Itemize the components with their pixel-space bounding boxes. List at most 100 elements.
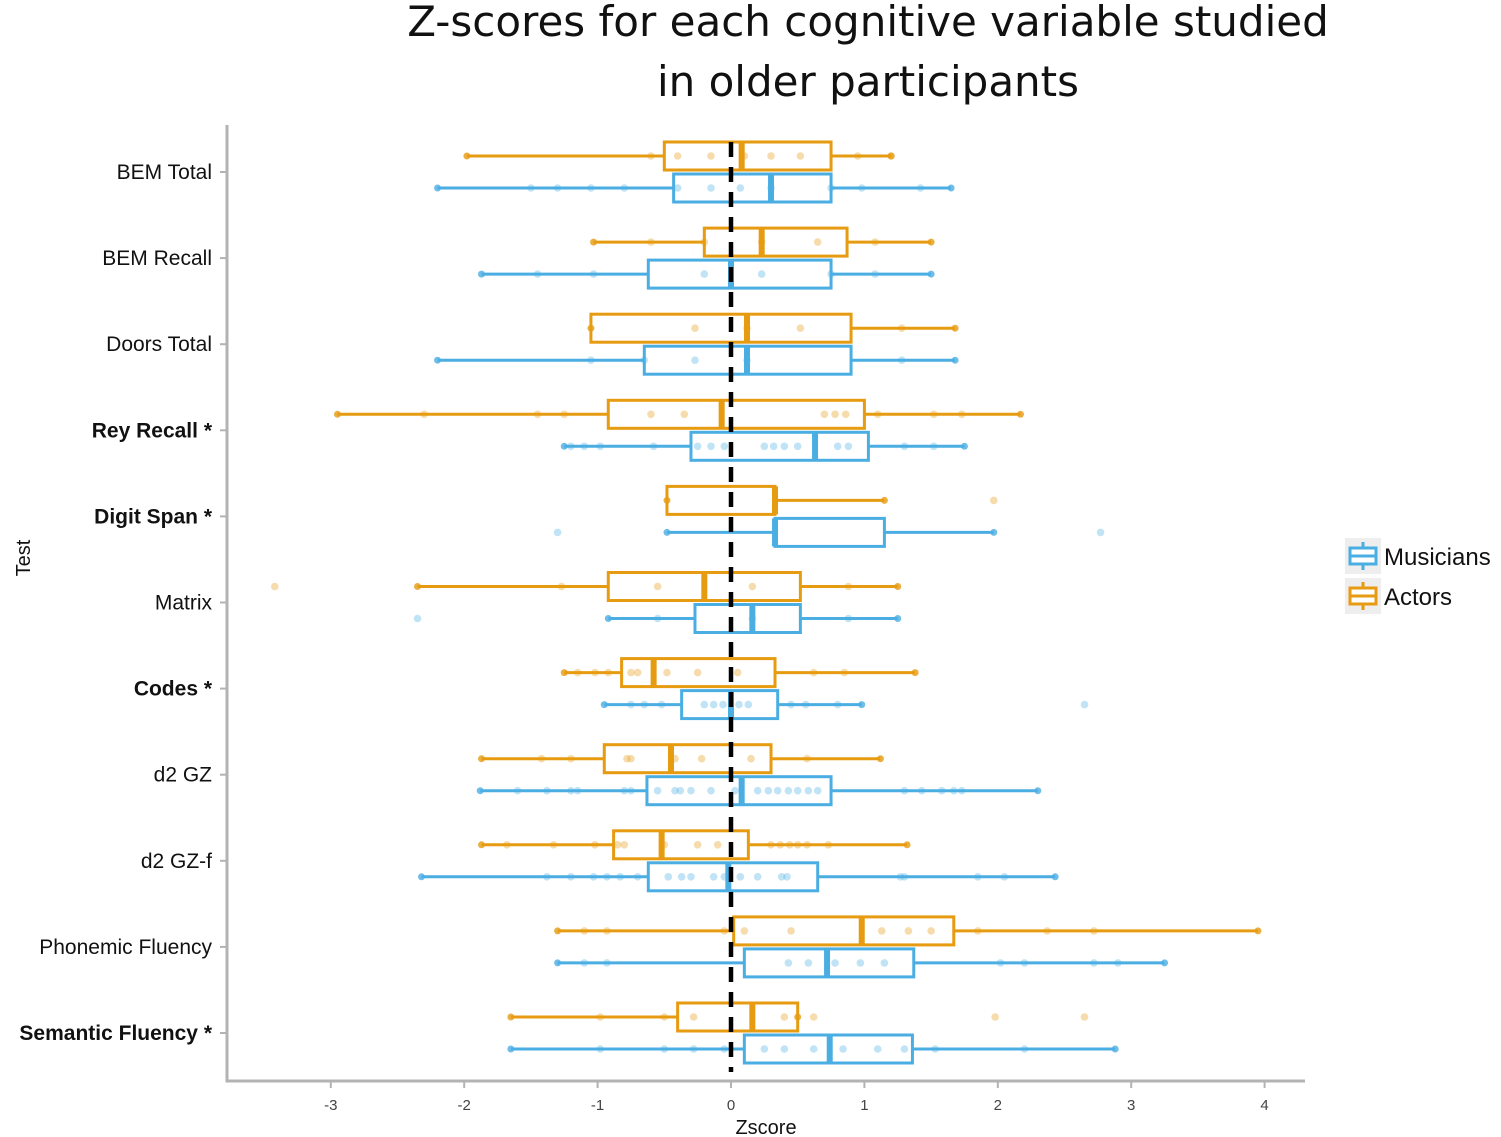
data-point xyxy=(856,959,865,967)
data-point xyxy=(844,582,853,591)
data-point xyxy=(831,410,839,419)
data-point xyxy=(603,927,611,935)
iqr-box xyxy=(665,484,777,516)
data-point xyxy=(996,959,1005,967)
data-point xyxy=(663,668,671,677)
iqr-box xyxy=(662,140,833,172)
whisker-end-point xyxy=(463,152,471,160)
data-point xyxy=(991,1013,999,1021)
whisker-end-point xyxy=(894,615,902,622)
data-point xyxy=(627,786,635,795)
data-point xyxy=(620,786,629,795)
data-point xyxy=(1080,1013,1089,1021)
data-point xyxy=(707,786,715,795)
data-point xyxy=(900,1045,909,1053)
data-point xyxy=(691,324,699,333)
data-point xyxy=(1090,959,1098,967)
data-point xyxy=(687,873,695,881)
data-point xyxy=(680,410,689,419)
data-point xyxy=(689,1013,698,1021)
data-point xyxy=(649,442,658,451)
legend-label: Actors xyxy=(1384,584,1452,611)
musicians-boxplot xyxy=(600,689,1089,721)
data-point xyxy=(809,1013,818,1021)
data-point xyxy=(957,786,966,795)
data-point xyxy=(693,668,702,677)
data-point xyxy=(713,841,722,849)
data-point xyxy=(787,927,795,935)
data-point xyxy=(783,873,791,881)
data-point xyxy=(673,184,682,192)
data-point xyxy=(567,754,575,763)
chart-legend: Musicians Actors xyxy=(1345,538,1491,614)
data-point xyxy=(707,184,715,192)
y-tick-label: Codes * xyxy=(134,678,213,701)
iqr-box xyxy=(773,516,886,548)
data-point xyxy=(785,841,794,849)
data-point xyxy=(813,238,822,246)
data-point xyxy=(839,1045,847,1053)
whisker-end-point xyxy=(434,184,442,192)
data-point xyxy=(720,1045,729,1053)
iqr-box xyxy=(732,915,956,947)
whisker-end-point xyxy=(1051,873,1059,881)
data-point xyxy=(767,152,775,160)
data-point xyxy=(767,841,775,849)
data-point xyxy=(640,700,649,709)
whisker-end-point xyxy=(434,356,442,364)
data-point xyxy=(803,841,811,849)
data-point xyxy=(824,841,833,849)
data-point xyxy=(787,700,795,709)
x-tick-label: -1 xyxy=(591,1097,604,1114)
data-point xyxy=(793,442,802,451)
whisker-end-point xyxy=(911,669,919,677)
data-point xyxy=(900,873,909,881)
actors-boxplot xyxy=(507,1001,1089,1033)
data-point xyxy=(916,184,925,192)
whisker-end-point xyxy=(1034,787,1042,795)
chart-axes: -3 -2 -1 0 1 2 3 4 Zscore Test BEM Total BEM Recall… xyxy=(13,125,1305,1137)
iqr-box xyxy=(702,226,849,258)
whisker-end-point xyxy=(876,755,884,763)
iqr-box xyxy=(612,829,750,861)
x-tick-label: -2 xyxy=(458,1097,471,1114)
data-point xyxy=(689,1045,698,1053)
data-point xyxy=(973,927,982,935)
data-point xyxy=(270,582,279,591)
y-tick-label: BEM Total xyxy=(117,161,212,184)
data-point xyxy=(809,668,818,677)
chart-plot-area xyxy=(270,140,1262,1072)
data-point xyxy=(660,1013,669,1021)
data-point xyxy=(533,410,542,419)
x-tick-label: 1 xyxy=(860,1097,868,1114)
whisker-end-point xyxy=(560,442,568,450)
whisker-end-point xyxy=(887,152,895,160)
data-point xyxy=(580,927,589,935)
data-point xyxy=(844,442,853,451)
data-point xyxy=(707,152,715,160)
data-point xyxy=(591,668,599,677)
data-point xyxy=(917,786,926,795)
data-point xyxy=(880,959,889,967)
data-point xyxy=(896,873,905,881)
whisker-end-point xyxy=(554,927,562,935)
data-point xyxy=(693,841,702,849)
data-point xyxy=(804,959,813,967)
data-point xyxy=(603,959,611,967)
data-point xyxy=(709,700,718,709)
whisker-end-point xyxy=(903,841,911,849)
iqr-box xyxy=(672,172,833,204)
whisker-end-point xyxy=(951,324,959,332)
data-point xyxy=(900,786,909,795)
y-tick-label: Rey Recall * xyxy=(92,419,213,442)
data-point xyxy=(1020,959,1029,967)
musicians-boxplot xyxy=(554,947,1169,979)
data-point xyxy=(929,442,938,451)
whisker-end-point xyxy=(990,528,998,536)
data-point xyxy=(627,668,635,677)
data-point xyxy=(503,841,511,849)
data-point xyxy=(796,324,805,333)
x-tick-label: 0 xyxy=(727,1097,735,1114)
iqr-box xyxy=(693,603,802,634)
